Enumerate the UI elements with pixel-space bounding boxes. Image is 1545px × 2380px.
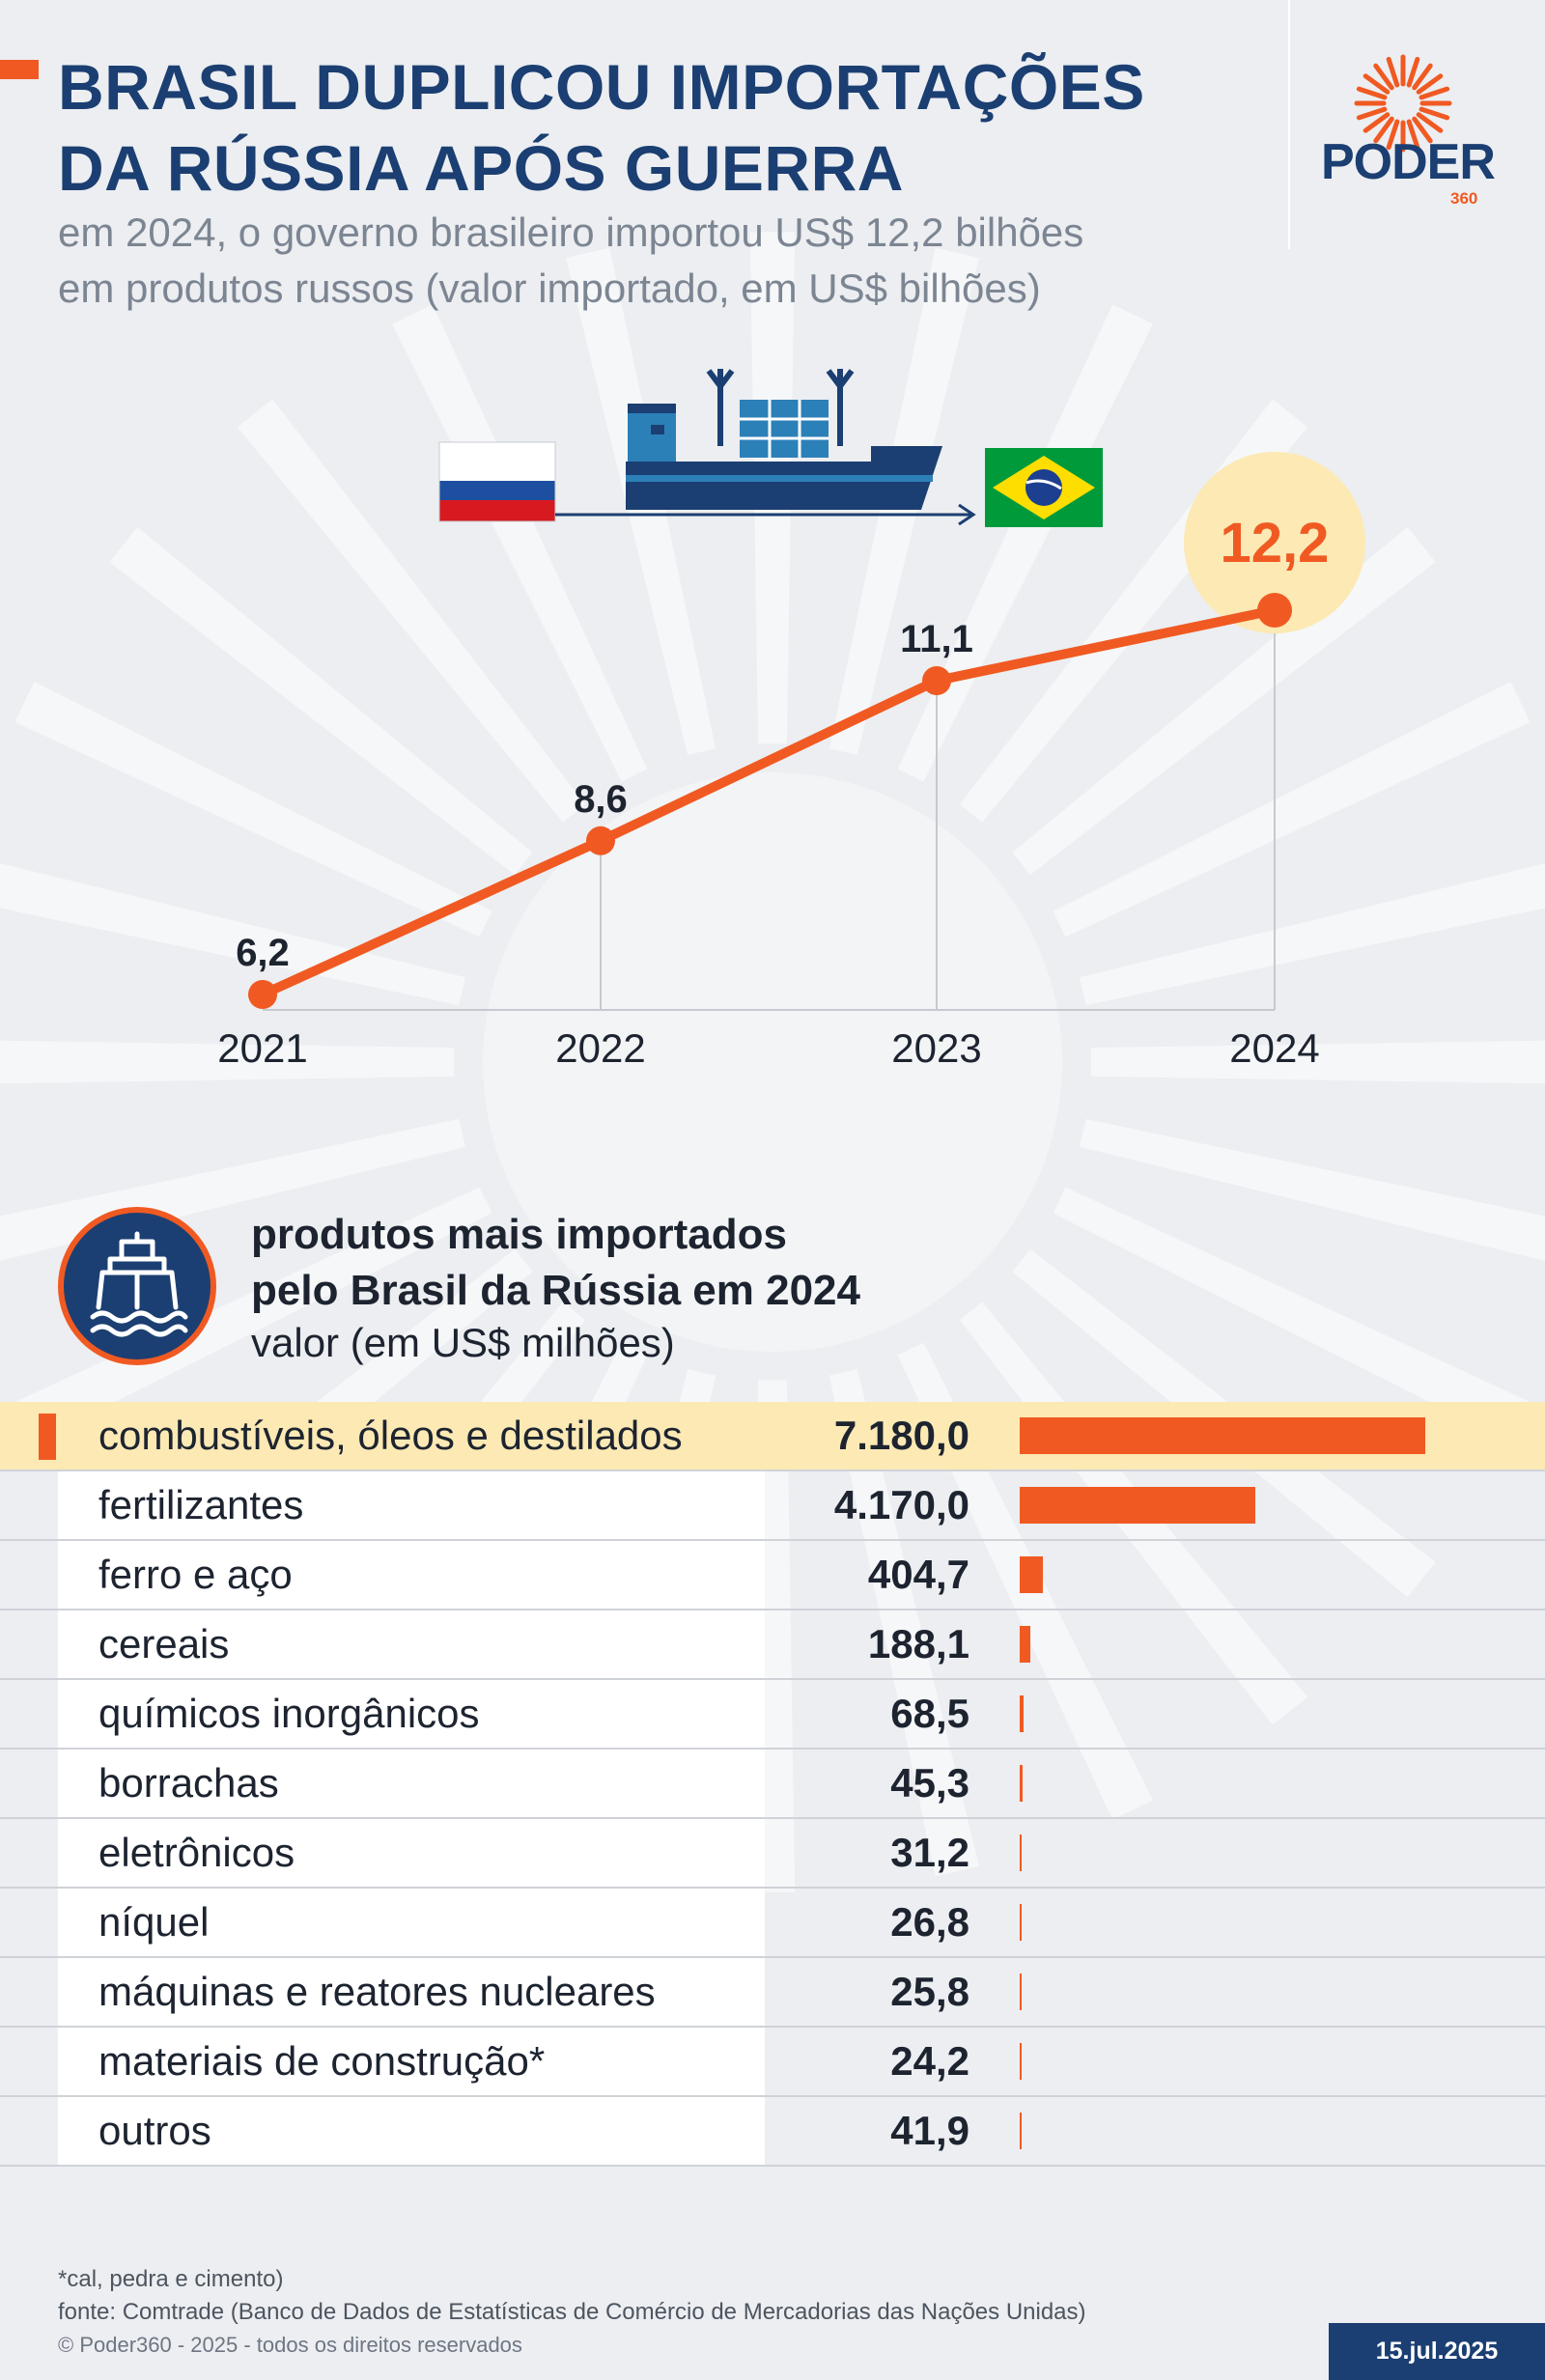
copyright: © Poder360 - 2025 - todos os direitos re… [58,2333,522,2357]
series-line [260,605,1277,999]
bar-chart-subtitle: valor (em US$ milhões) [251,1320,675,1365]
source-note: fonte: Comtrade (Banco de Dados de Estat… [58,2299,1086,2325]
title-line-2: DA RÚSSIA APÓS GUERRA [58,132,904,204]
x-tick-label: 2023 [891,1025,981,1071]
bar [1020,1417,1425,1454]
bar [1020,1765,1023,1802]
category-label: cereais [98,1621,230,1666]
label-cell [58,2097,765,2165]
bar-chart-title-line-2: pelo Brasil da Rússia em 2024 [251,1267,860,1314]
logo-wordmark: PODER [1321,134,1496,190]
x-tick-label: 2024 [1229,1025,1319,1071]
bar [1020,2113,1023,2149]
bar [1020,1556,1043,1593]
bar-chart-title: produtos mais importados pelo Brasil da … [251,1207,1217,1319]
line-chart: 6,2 8,6 11,1 12,2 2021 2022 2023 2024 [217,369,1365,1071]
data-point [922,665,951,695]
category-label: químicos inorgânicos [98,1691,480,1736]
category-label: ferro e aço [98,1552,293,1597]
label-cell [58,1958,765,2026]
route-arrow [555,503,976,526]
line-plot-area: 6,2 8,6 11,1 12,2 2021 2022 2023 2024 [217,452,1365,1071]
footnote: *cal, pedra e cimento) fonte: Comtrade (… [58,2263,1086,2329]
category-label: borrachas [98,1760,279,1806]
label-cell [58,1819,765,1887]
data-label: 8,6 [574,778,628,821]
row-highlight-marker [39,1414,56,1460]
value-label: 68,5 [890,1691,969,1736]
label-cell [58,1889,765,1956]
value-label: 404,7 [867,1552,969,1597]
value-label: 31,2 [890,1830,969,1875]
brazil-flag-icon [985,448,1103,527]
category-label: níquel [98,1899,210,1945]
category-label: fertilizantes [98,1482,304,1527]
table-row: químicos inorgânicos 68,5 [0,1680,1545,1750]
label-cell [58,1471,765,1539]
page-subtitle: em 2024, o governo brasileiro importou U… [58,205,1294,317]
bar [1020,1974,1022,2010]
table-row: níquel 26,8 [0,1889,1545,1958]
category-label: máquinas e reatores nucleares [98,1969,656,2014]
label-cell [58,1680,765,1748]
table-row: combustíveis, óleos e destilados 7.180,0 [0,1402,1545,1471]
value-label: 4.170,0 [833,1482,969,1527]
russia-flag-icon [438,441,556,522]
label-cell [58,1750,765,1817]
logo-sun-icon [1354,54,1452,153]
value-label: 26,8 [890,1899,969,1945]
table-row: máquinas e reatores nucleares 25,8 [0,1958,1545,2028]
value-label: 188,1 [867,1621,969,1666]
label-cell [58,2028,765,2095]
bar [1020,1626,1030,1663]
value-label: 25,8 [890,1969,969,2014]
label-cell [58,1610,765,1678]
data-point [586,826,615,855]
data-label: 6,2 [236,932,290,974]
logo-number: 360 [1450,189,1478,208]
bar [1020,1834,1022,1871]
footnote-note: *cal, pedra e cimento) [58,2266,284,2292]
data-label: 12,2 [1221,512,1330,574]
bar [1020,1904,1022,1941]
bar [1020,2043,1022,2080]
category-label: eletrônicos [98,1830,295,1875]
title-line-1: BRASIL DUPLICOU IMPORTAÇÕES [58,51,1145,123]
logo-divider [1288,0,1290,249]
ship-badge [58,1207,216,1365]
x-tick-label: 2022 [555,1025,645,1071]
cargo-ship-icon [626,369,942,510]
value-label: 41,9 [890,2108,969,2153]
highlight-halo [1184,452,1365,633]
category-label: materiais de construção* [98,2038,546,2084]
subtitle-line-2: em produtos russos (valor importado, em … [58,266,1041,311]
products-table: combustíveis, óleos e destilados 7.180,0 f… [0,1402,1545,2167]
data-point [1257,593,1292,628]
publication-date: 15.jul.2025 [1329,2323,1545,2380]
subtitle-line-1: em 2024, o governo brasileiro importou U… [58,210,1084,255]
value-label: 24,2 [890,2038,969,2084]
table-row: eletrônicos 31,2 [0,1819,1545,1889]
x-tick-label: 2021 [217,1025,307,1071]
table-row: cereais 188,1 [0,1610,1545,1680]
value-label: 45,3 [890,1760,969,1806]
table-row: materiais de construção* 24,2 [0,2028,1545,2097]
data-point [248,980,277,1009]
table-row: ferro e aço 404,7 [0,1541,1545,1610]
bar [1020,1695,1024,1732]
category-label: outros [98,2108,211,2153]
title-accent-bar [0,60,39,79]
label-cell [58,1402,765,1470]
category-label: combustíveis, óleos e destilados [98,1413,683,1458]
page-title: BRASIL DUPLICOU IMPORTAÇÕES DA RÚSSIA AP… [58,46,1255,209]
bar-chart-title-line-1: produtos mais importados [251,1211,787,1258]
table-row: outros 41,9 [0,2097,1545,2167]
value-label: 7.180,0 [833,1413,969,1458]
table-row: fertilizantes 4.170,0 [0,1471,1545,1541]
label-cell [58,1541,765,1609]
data-label: 11,1 [900,618,973,660]
table-row: borrachas 45,3 [0,1750,1545,1819]
bar [1020,1487,1255,1524]
ship-icon [90,1231,188,1337]
